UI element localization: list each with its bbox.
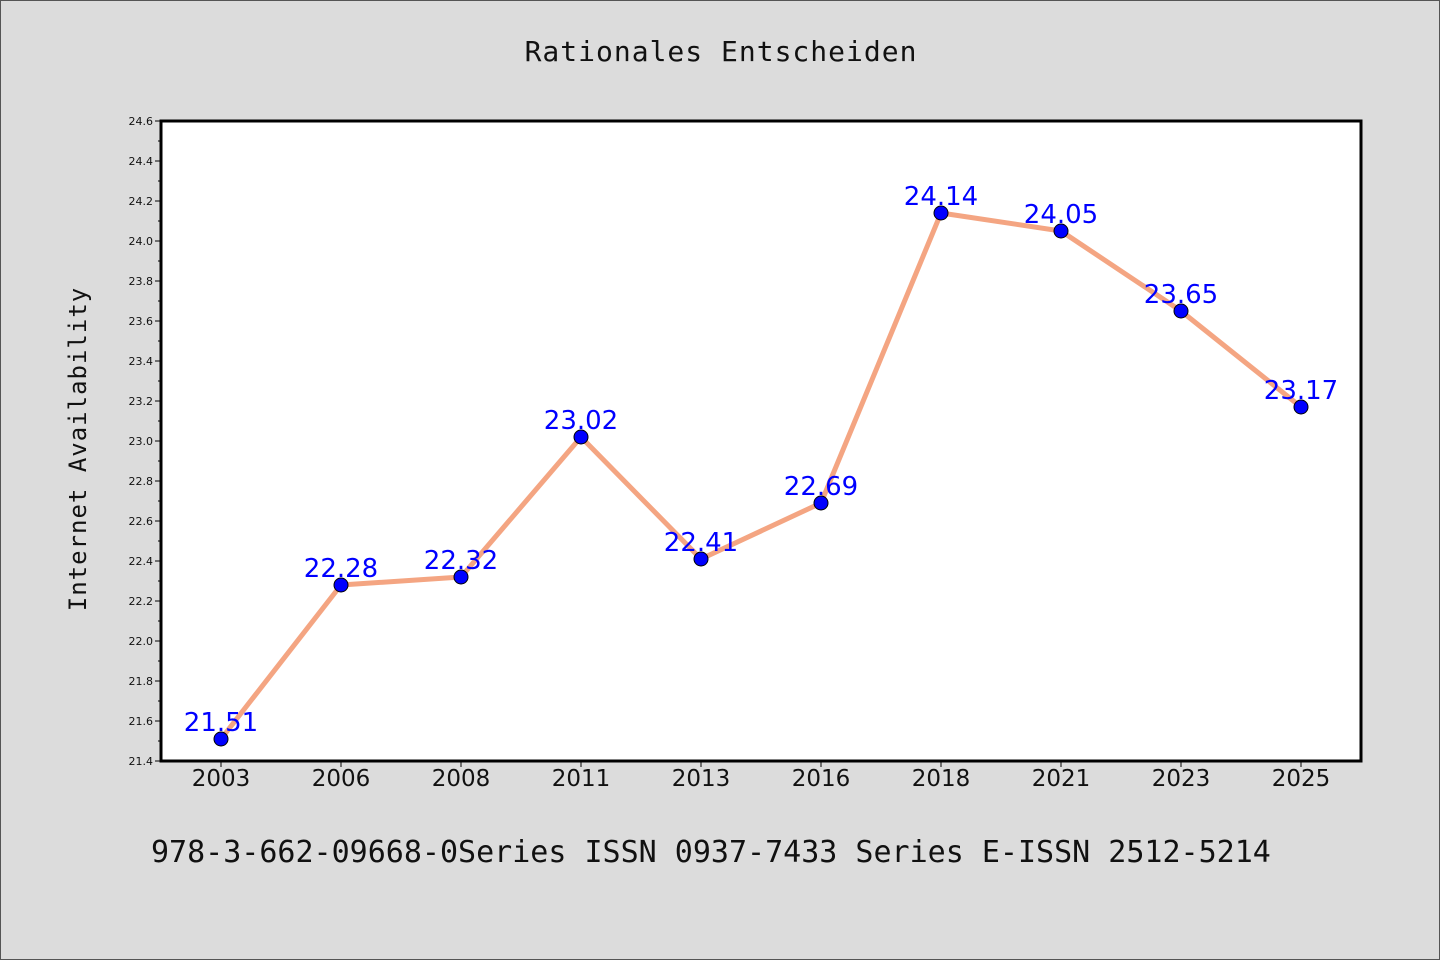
y-axis-label: Internet Availability	[64, 287, 92, 611]
data-label: 23.02	[544, 406, 618, 436]
data-point	[573, 429, 589, 445]
plot-area	[159, 119, 1363, 763]
x-tick-label: 2023	[1152, 766, 1211, 792]
y-tick-label: 22.8	[129, 475, 154, 488]
plot-frame	[159, 119, 1363, 763]
x-tick-label: 2016	[792, 766, 851, 792]
x-tick-label: 2025	[1272, 766, 1331, 792]
data-label: 22.32	[424, 546, 498, 576]
data-label: 24.05	[1024, 200, 1098, 230]
y-tick-label: 22.0	[129, 635, 154, 648]
data-label-group: 21.51 22.28 22.32 23.02 22.41 22.69 24.14 24.05…	[184, 182, 1338, 738]
data-point	[333, 577, 349, 593]
y-tick-label: 21.8	[129, 675, 154, 688]
data-point	[1053, 223, 1069, 239]
y-axis: 21.4 21.6 21.8 22.0 22.2 22.4 22.6 22.8 23.0 23.2…	[129, 115, 161, 768]
data-point	[453, 569, 469, 585]
data-point-group	[213, 205, 1309, 747]
data-point	[213, 731, 229, 747]
y-tick-label: 23.4	[129, 355, 154, 368]
footer-note: 978-3-662-09668-0Series ISSN 0937-7433 S…	[151, 835, 1271, 870]
data-point	[693, 551, 709, 567]
data-label: 21.51	[184, 708, 258, 738]
series-line	[218, 210, 1304, 742]
y-tick-label: 23.0	[129, 435, 154, 448]
y-tick-label: 24.0	[129, 235, 154, 248]
y-tick-label: 24.4	[129, 155, 154, 168]
data-label: 24.14	[904, 182, 978, 212]
data-point	[1173, 303, 1189, 319]
x-tick-label: 2018	[912, 766, 971, 792]
x-axis: 2003 2006 2008 2011 2013 2016 2018 2021 2023 2025	[192, 761, 1331, 792]
data-point	[1293, 399, 1309, 415]
data-label: 23.65	[1144, 280, 1218, 310]
x-tick-label: 2006	[312, 766, 371, 792]
chart-title: Rationales Entscheiden	[524, 35, 918, 68]
y-tick-label: 22.2	[129, 595, 154, 608]
y-tick-label: 23.6	[129, 315, 154, 328]
x-tick-label: 2003	[192, 766, 251, 792]
x-tick-label: 2021	[1032, 766, 1091, 792]
y-tick-label: 21.4	[129, 755, 154, 768]
x-tick-label: 2011	[552, 766, 611, 792]
y-tick-label: 24.6	[129, 115, 154, 128]
y-tick-label: 22.6	[129, 515, 154, 528]
data-point	[813, 495, 829, 511]
y-tick-label: 24.2	[129, 195, 154, 208]
x-tick-label: 2013	[672, 766, 731, 792]
series-line-group	[218, 210, 1304, 742]
data-label: 22.28	[304, 554, 378, 584]
x-tick-label: 2008	[432, 766, 491, 792]
y-tick-label: 23.2	[129, 395, 154, 408]
data-point	[933, 205, 949, 221]
data-label: 22.69	[784, 472, 858, 502]
y-tick-label: 23.8	[129, 275, 154, 288]
data-label: 23.17	[1264, 376, 1338, 406]
data-label: 22.41	[664, 528, 738, 558]
y-tick-label: 21.6	[129, 715, 154, 728]
y-tick-label: 22.4	[129, 555, 154, 568]
